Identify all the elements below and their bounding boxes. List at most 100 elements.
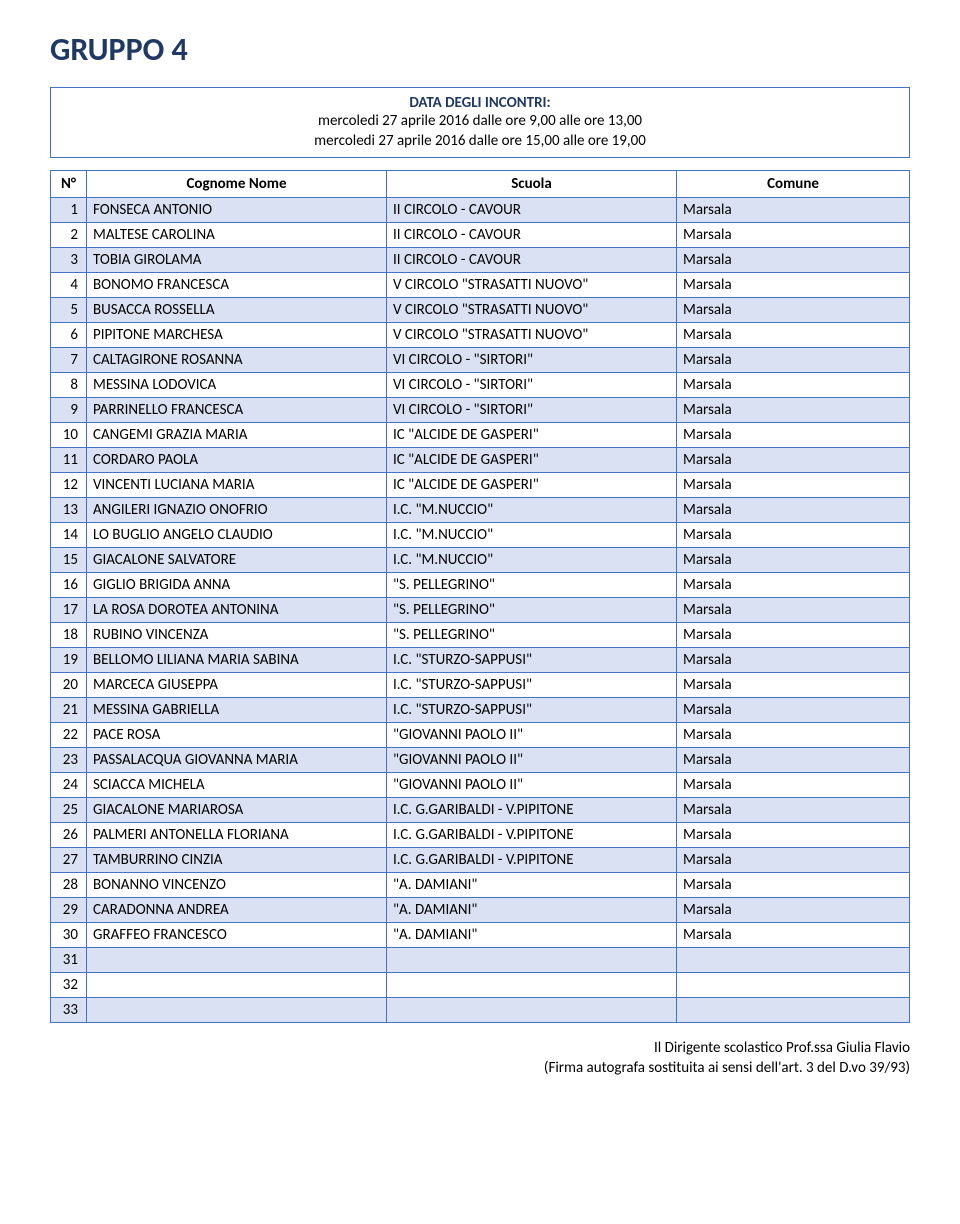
cell-name: PIPITONE MARCHESA bbox=[87, 323, 387, 348]
cell-comune bbox=[677, 973, 910, 998]
table-row: 31 bbox=[51, 948, 910, 973]
cell-name: PARRINELLO FRANCESCA bbox=[87, 398, 387, 423]
cell-comune: Marsala bbox=[677, 748, 910, 773]
table-row: 23PASSALACQUA GIOVANNA MARIA"GIOVANNI PA… bbox=[51, 748, 910, 773]
table-row: 13ANGILERI IGNAZIO ONOFRIOI.C. "M.NUCCIO… bbox=[51, 498, 910, 523]
table-row: 28BONANNO VINCENZO"A. DAMIANI"Marsala bbox=[51, 873, 910, 898]
cell-name: BELLOMO LILIANA MARIA SABINA bbox=[87, 648, 387, 673]
cell-name: PASSALACQUA GIOVANNA MARIA bbox=[87, 748, 387, 773]
cell-name: TAMBURRINO CINZIA bbox=[87, 848, 387, 873]
cell-num: 21 bbox=[51, 698, 87, 723]
cell-num: 31 bbox=[51, 948, 87, 973]
cell-comune: Marsala bbox=[677, 523, 910, 548]
cell-school: "GIOVANNI PAOLO II" bbox=[387, 773, 677, 798]
cell-name: ANGILERI IGNAZIO ONOFRIO bbox=[87, 498, 387, 523]
cell-num: 11 bbox=[51, 448, 87, 473]
cell-comune: Marsala bbox=[677, 448, 910, 473]
table-row: 19BELLOMO LILIANA MARIA SABINAI.C. "STUR… bbox=[51, 648, 910, 673]
cell-num: 27 bbox=[51, 848, 87, 873]
cell-num: 20 bbox=[51, 673, 87, 698]
cell-school: I.C. "M.NUCCIO" bbox=[387, 498, 677, 523]
cell-comune: Marsala bbox=[677, 573, 910, 598]
cell-comune: Marsala bbox=[677, 598, 910, 623]
cell-school: "A. DAMIANI" bbox=[387, 873, 677, 898]
cell-school: V CIRCOLO "STRASATTI NUOVO" bbox=[387, 298, 677, 323]
cell-num: 1 bbox=[51, 198, 87, 223]
table-row: 14LO BUGLIO ANGELO CLAUDIOI.C. "M.NUCCIO… bbox=[51, 523, 910, 548]
cell-school: II CIRCOLO - CAVOUR bbox=[387, 248, 677, 273]
cell-name: BONOMO FRANCESCA bbox=[87, 273, 387, 298]
cell-school: "A. DAMIANI" bbox=[387, 898, 677, 923]
cell-school: "A. DAMIANI" bbox=[387, 923, 677, 948]
table-row: 7CALTAGIRONE ROSANNAVI CIRCOLO - "SIRTOR… bbox=[51, 348, 910, 373]
cell-num: 30 bbox=[51, 923, 87, 948]
cell-num: 14 bbox=[51, 523, 87, 548]
page-title: GRUPPO 4 bbox=[50, 30, 910, 69]
cell-comune bbox=[677, 948, 910, 973]
table-row: 4BONOMO FRANCESCAV CIRCOLO "STRASATTI NU… bbox=[51, 273, 910, 298]
header-num: N° bbox=[51, 171, 87, 198]
table-header-row: N° Cognome Nome Scuola Comune bbox=[51, 171, 910, 198]
cell-num: 15 bbox=[51, 548, 87, 573]
cell-comune: Marsala bbox=[677, 398, 910, 423]
cell-name: BUSACCA ROSSELLA bbox=[87, 298, 387, 323]
cell-num: 26 bbox=[51, 823, 87, 848]
cell-name: MESSINA GABRIELLA bbox=[87, 698, 387, 723]
cell-comune: Marsala bbox=[677, 698, 910, 723]
cell-school: I.C. "STURZO-SAPPUSI" bbox=[387, 648, 677, 673]
cell-school: IC "ALCIDE DE GASPERI" bbox=[387, 448, 677, 473]
cell-num: 6 bbox=[51, 323, 87, 348]
table-row: 9PARRINELLO FRANCESCAVI CIRCOLO - "SIRTO… bbox=[51, 398, 910, 423]
table-row: 17LA ROSA DOROTEA ANTONINA"S. PELLEGRINO… bbox=[51, 598, 910, 623]
cell-name: LO BUGLIO ANGELO CLAUDIO bbox=[87, 523, 387, 548]
cell-comune: Marsala bbox=[677, 423, 910, 448]
cell-name: PACE ROSA bbox=[87, 723, 387, 748]
table-row: 11CORDARO PAOLAIC "ALCIDE DE GASPERI"Mar… bbox=[51, 448, 910, 473]
cell-num: 28 bbox=[51, 873, 87, 898]
cell-school: I.C. G.GARIBALDI - V.PIPITONE bbox=[387, 848, 677, 873]
cell-comune: Marsala bbox=[677, 298, 910, 323]
cell-school: I.C. "STURZO-SAPPUSI" bbox=[387, 698, 677, 723]
table-row: 25GIACALONE MARIAROSAI.C. G.GARIBALDI - … bbox=[51, 798, 910, 823]
cell-comune: Marsala bbox=[677, 723, 910, 748]
cell-name: VINCENTI LUCIANA MARIA bbox=[87, 473, 387, 498]
cell-name bbox=[87, 948, 387, 973]
cell-comune: Marsala bbox=[677, 823, 910, 848]
table-row: 20MARCECA GIUSEPPAI.C. "STURZO-SAPPUSI"M… bbox=[51, 673, 910, 698]
cell-comune: Marsala bbox=[677, 373, 910, 398]
cell-school bbox=[387, 973, 677, 998]
cell-school: VI CIRCOLO - "SIRTORI" bbox=[387, 373, 677, 398]
cell-name: MESSINA LODOVICA bbox=[87, 373, 387, 398]
cell-school: VI CIRCOLO - "SIRTORI" bbox=[387, 348, 677, 373]
table-row: 22PACE ROSA"GIOVANNI PAOLO II"Marsala bbox=[51, 723, 910, 748]
cell-comune: Marsala bbox=[677, 648, 910, 673]
footer: Il Dirigente scolastico Prof.ssa Giulia … bbox=[50, 1039, 910, 1078]
cell-comune: Marsala bbox=[677, 498, 910, 523]
cell-comune: Marsala bbox=[677, 248, 910, 273]
table-row: 32 bbox=[51, 973, 910, 998]
cell-school bbox=[387, 948, 677, 973]
cell-comune: Marsala bbox=[677, 923, 910, 948]
cell-comune: Marsala bbox=[677, 198, 910, 223]
cell-num: 9 bbox=[51, 398, 87, 423]
cell-num: 12 bbox=[51, 473, 87, 498]
cell-school: "GIOVANNI PAOLO II" bbox=[387, 748, 677, 773]
cell-school: "GIOVANNI PAOLO II" bbox=[387, 723, 677, 748]
cell-comune bbox=[677, 998, 910, 1023]
cell-school: I.C. "M.NUCCIO" bbox=[387, 548, 677, 573]
participants-table: N° Cognome Nome Scuola Comune 1FONSECA A… bbox=[50, 170, 910, 1023]
cell-name: MARCECA GIUSEPPA bbox=[87, 673, 387, 698]
meetings-line-2: mercoledi 27 aprile 2016 dalle ore 15,00… bbox=[61, 132, 899, 152]
table-row: 26PALMERI ANTONELLA FLORIANAI.C. G.GARIB… bbox=[51, 823, 910, 848]
table-row: 6PIPITONE MARCHESAV CIRCOLO "STRASATTI N… bbox=[51, 323, 910, 348]
cell-comune: Marsala bbox=[677, 848, 910, 873]
cell-name: CORDARO PAOLA bbox=[87, 448, 387, 473]
cell-school: I.C. G.GARIBALDI - V.PIPITONE bbox=[387, 823, 677, 848]
footer-line-2: (Firma autografa sostituita ai sensi del… bbox=[50, 1059, 910, 1079]
meetings-line-1: mercoledi 27 aprile 2016 dalle ore 9,00 … bbox=[61, 112, 899, 132]
cell-num: 22 bbox=[51, 723, 87, 748]
cell-num: 13 bbox=[51, 498, 87, 523]
cell-school: V CIRCOLO "STRASATTI NUOVO" bbox=[387, 273, 677, 298]
cell-name: GIACALONE MARIAROSA bbox=[87, 798, 387, 823]
cell-num: 2 bbox=[51, 223, 87, 248]
